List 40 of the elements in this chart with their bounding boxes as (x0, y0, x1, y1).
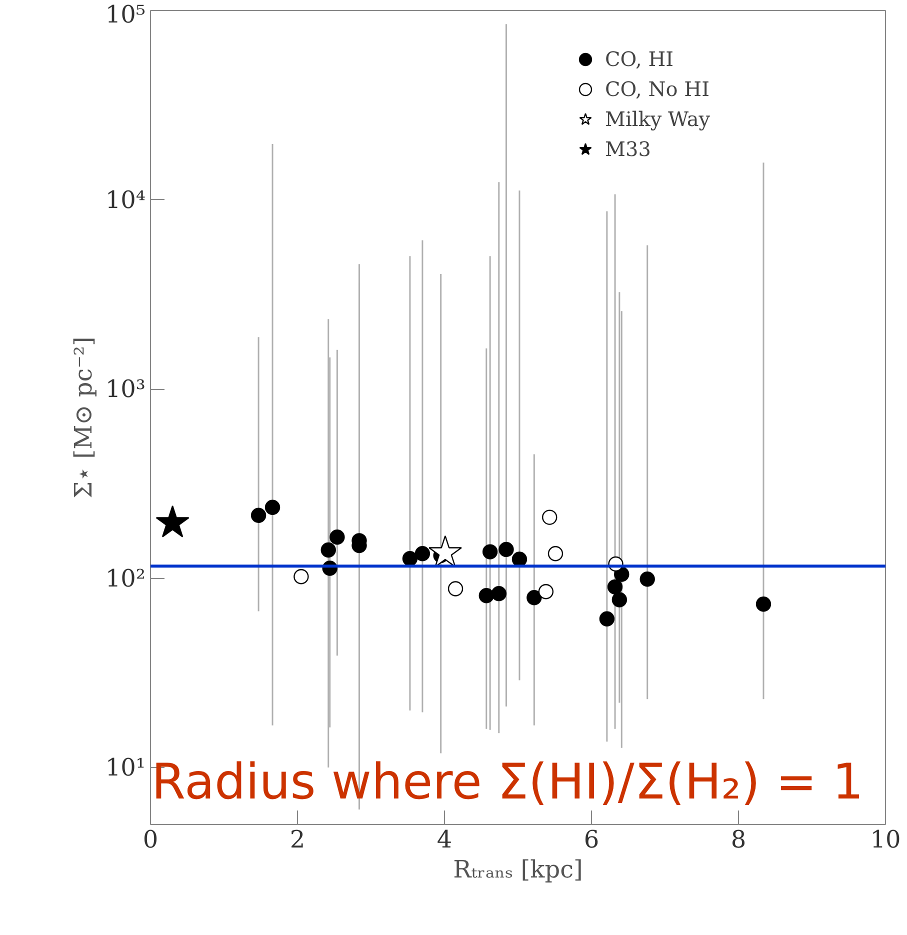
legend-label: M33 (605, 137, 651, 161)
y-tick-label: 10¹ (105, 754, 146, 782)
point (330, 530, 345, 545)
point (478, 588, 494, 604)
y-axis-title: Σ⋆ [M⊙ pc⁻²] (69, 336, 98, 498)
x-tick-label: 0 (142, 826, 158, 854)
y-tick-label: 10² (105, 564, 146, 592)
x-tick-label: 2 (290, 826, 306, 854)
x-tick-label: 8 (730, 826, 746, 854)
point (612, 592, 628, 608)
point (491, 586, 506, 602)
point (482, 544, 498, 560)
x-axis-title: Rₜᵣₐₙₛ [kpc] (453, 856, 583, 884)
point (264, 500, 280, 515)
point (640, 572, 655, 587)
point (448, 581, 464, 596)
x-tick-label: 10 (870, 826, 901, 854)
x-tick-label: 4 (436, 826, 452, 854)
point (599, 611, 615, 626)
point (756, 596, 772, 612)
point (498, 542, 514, 558)
point (294, 569, 309, 584)
legend-label: Milky Way (605, 107, 710, 131)
point (526, 590, 542, 606)
point (542, 510, 558, 525)
point (538, 584, 554, 600)
annotation: Radius where Σ(HI)/Σ(H₂) = 1 (152, 754, 864, 810)
point (414, 546, 430, 562)
x-tick-label: 6 (584, 826, 600, 854)
y-tick-label: 10³ (105, 375, 146, 404)
legend-label: CO, No HI (605, 77, 710, 101)
point (402, 551, 418, 566)
point (250, 508, 266, 523)
y-tick-label: 10⁵ (105, 0, 146, 28)
point (320, 542, 336, 558)
point (548, 546, 564, 562)
legend-label: CO, HI (605, 47, 674, 71)
point (512, 552, 528, 567)
y-tick-label: 10⁴ (105, 186, 146, 214)
point (607, 579, 623, 595)
